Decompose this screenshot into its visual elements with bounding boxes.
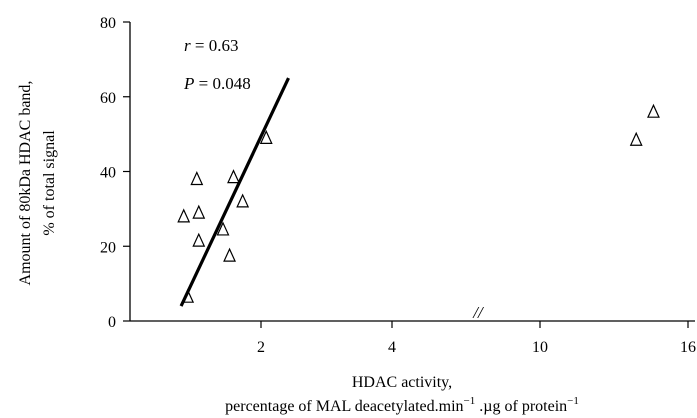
regression-line [179,77,290,307]
y-tick-label: 40 [100,165,116,182]
x-axis-break: // [472,303,485,322]
data-point [192,232,206,247]
p-symbol: P [183,74,194,93]
regression-line-group [179,77,290,307]
x-tick-label: 2 [257,339,265,356]
x-tick-label: 16 [680,339,696,356]
p-value: = 0.048 [194,74,250,93]
y-tick-label: 0 [108,314,116,331]
y-axis-title-line-1: Amount of 80kDa HDAC band, [17,81,34,286]
data-point [236,193,250,208]
data-point [629,131,643,146]
y-tick-label: 20 [100,239,116,256]
r-annotation: r = 0.63 [184,36,238,55]
y-tick-label: 60 [100,90,116,107]
x-axis-title-unit: .µg of protein [475,398,567,415]
data-point [177,208,191,223]
data-point [192,204,206,219]
data-points [177,103,660,303]
p-annotation: P = 0.048 [183,74,251,93]
axes: 0 20 40 60 80 2 4 10 16 // [100,15,696,356]
data-point [223,247,236,262]
x-axis-exponent-2: −1 [567,395,579,407]
y-tick-label: 80 [100,15,116,32]
x-axis-title-text: percentage of MAL deacetylated.min [225,398,463,415]
data-point [216,221,230,236]
data-point [227,169,240,184]
r-value: = 0.63 [191,36,239,55]
y-axis-title-line-2: % of total signal [41,130,58,236]
data-point [259,129,273,144]
x-axis-title-line-1: HDAC activity, [352,374,452,391]
x-tick-label: 10 [532,339,548,356]
r-symbol: r [184,36,191,55]
x-axis-exponent-1: −1 [464,395,476,407]
data-point [190,171,204,186]
data-point [647,103,660,118]
x-axis-title-line-2: percentage of MAL deacetylated.min−1 .µg… [225,395,579,415]
y-axis-title: Amount of 80kDa HDAC band, % of total si… [17,81,58,286]
x-tick-label: 4 [388,339,396,356]
